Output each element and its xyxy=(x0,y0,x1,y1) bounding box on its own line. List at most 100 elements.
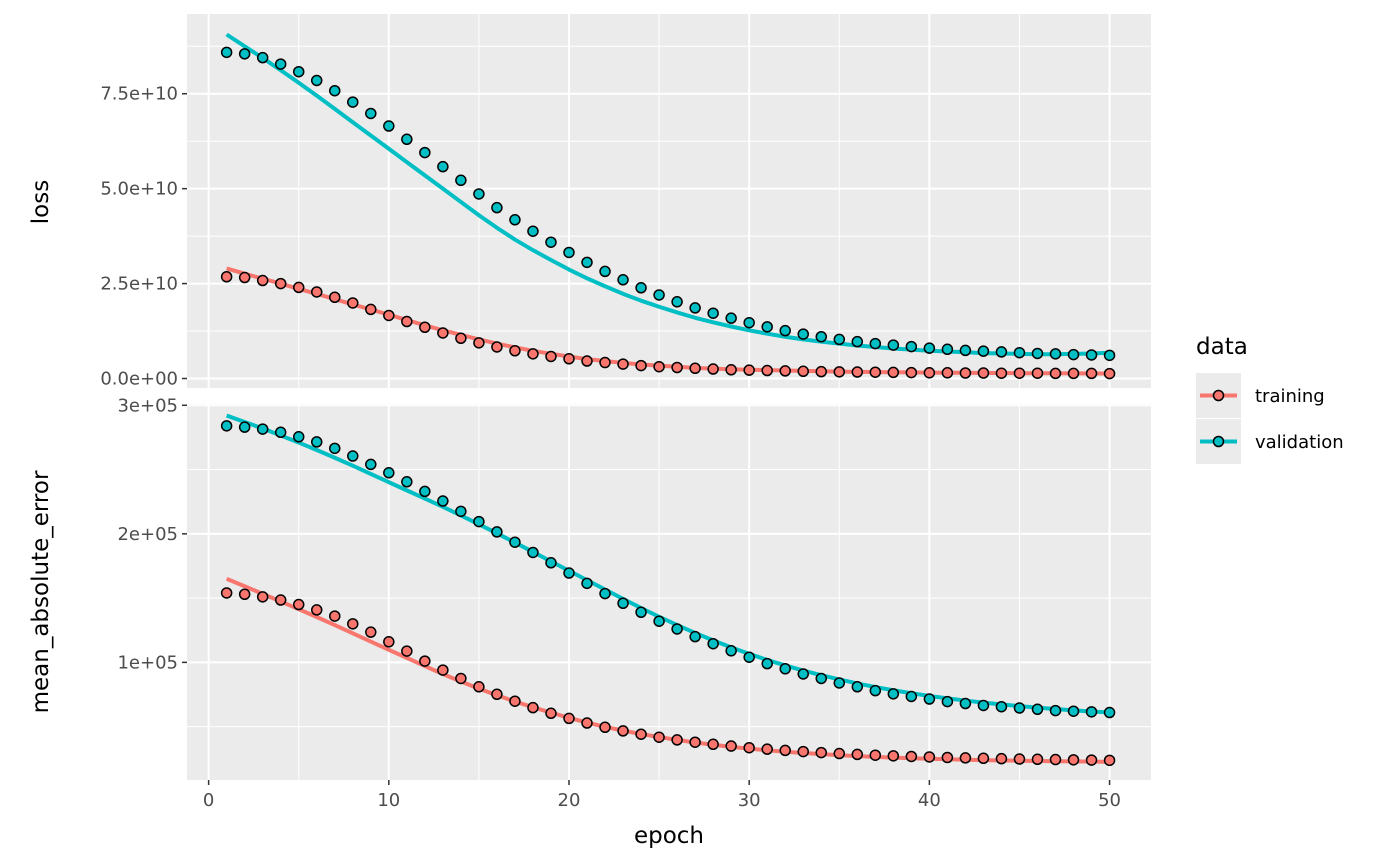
y-tick-label: 0.0e+00 xyxy=(100,369,178,390)
x-axis-title: epoch xyxy=(634,823,704,849)
panel-background xyxy=(187,14,1151,388)
training-point xyxy=(545,350,557,363)
training-point xyxy=(238,271,251,284)
validation-point xyxy=(509,214,521,226)
training-point xyxy=(653,731,665,743)
training-point xyxy=(995,752,1008,765)
x-tick-label: 0 xyxy=(203,790,214,811)
training-point xyxy=(743,364,755,376)
validation-point xyxy=(923,342,936,354)
training-point xyxy=(473,681,485,693)
validation-point xyxy=(238,48,251,60)
validation-point xyxy=(1067,705,1080,717)
training-point xyxy=(599,356,611,369)
validation-point xyxy=(310,436,323,448)
training-point xyxy=(959,367,972,379)
validation-point xyxy=(707,637,719,650)
validation-point xyxy=(1103,349,1116,362)
validation-point xyxy=(347,96,359,108)
legend-label-validation: validation xyxy=(1255,432,1344,453)
validation-point xyxy=(274,426,287,439)
training-point xyxy=(833,747,846,760)
training-point xyxy=(815,365,828,378)
training-point xyxy=(256,274,269,287)
validation-point xyxy=(689,630,701,643)
training-point xyxy=(725,364,737,376)
y-tick-label: 3e+05 xyxy=(117,395,178,416)
training-point xyxy=(869,366,882,378)
training-point xyxy=(599,721,611,734)
validation-point xyxy=(256,423,269,435)
validation-point xyxy=(725,312,737,324)
training-point xyxy=(797,745,809,758)
validation-point xyxy=(274,58,287,70)
training-point xyxy=(1103,754,1116,767)
legend-title: data xyxy=(1196,334,1248,360)
training-point xyxy=(923,751,936,763)
legend-key-training-point xyxy=(1212,389,1225,402)
validation-point xyxy=(887,688,900,700)
training-point xyxy=(671,734,683,746)
training-point xyxy=(941,751,954,764)
validation-point xyxy=(635,606,647,618)
training-point xyxy=(365,626,377,638)
validation-point xyxy=(599,265,611,278)
training-point xyxy=(310,604,323,616)
training-point xyxy=(905,750,918,763)
validation-point xyxy=(437,160,449,173)
validation-point xyxy=(256,51,269,64)
training-point xyxy=(887,366,900,379)
validation-point xyxy=(851,335,864,348)
training-point xyxy=(527,701,539,714)
y-tick-label: 7.5e+10 xyxy=(100,84,178,105)
x-tick-label: 20 xyxy=(558,790,581,811)
validation-point xyxy=(959,344,972,357)
validation-point xyxy=(292,431,305,443)
training-point xyxy=(437,664,449,676)
training-point xyxy=(347,618,359,630)
validation-point xyxy=(1013,346,1026,359)
panel-background xyxy=(187,404,1151,780)
validation-point xyxy=(437,495,449,507)
y-tick-label: 2e+05 xyxy=(117,524,178,545)
validation-point xyxy=(653,615,665,627)
validation-point xyxy=(761,657,773,670)
training-point xyxy=(869,749,882,761)
loss-panel: 0.0e+00 2.5e+10 5.0e+10 7.5e+10 xyxy=(100,14,1151,390)
validation-point xyxy=(347,450,359,462)
y-tick-label: 1e+05 xyxy=(117,652,178,673)
training-point xyxy=(256,591,269,603)
training-point xyxy=(905,366,918,379)
training-point xyxy=(689,736,701,748)
validation-point xyxy=(995,700,1008,713)
training-point xyxy=(689,362,701,375)
training-point xyxy=(545,707,557,720)
validation-point xyxy=(779,324,791,337)
training-point xyxy=(310,286,323,298)
validation-point xyxy=(365,458,377,471)
training-point xyxy=(995,367,1008,379)
validation-point xyxy=(1031,703,1044,716)
training-point xyxy=(491,341,503,353)
training-point xyxy=(941,367,954,379)
training-point xyxy=(292,598,305,611)
training-point xyxy=(977,367,990,379)
training-point xyxy=(419,655,431,667)
validation-point xyxy=(671,296,683,308)
validation-point xyxy=(743,651,755,663)
training-point xyxy=(455,332,467,345)
validation-point xyxy=(563,246,575,259)
validation-point xyxy=(401,476,413,488)
training-point xyxy=(274,277,287,290)
validation-point xyxy=(1067,348,1080,361)
validation-point xyxy=(617,597,629,609)
validation-point xyxy=(419,146,431,159)
validation-point xyxy=(869,337,882,350)
legend-key-validation-point xyxy=(1212,435,1225,448)
training-point xyxy=(401,315,413,328)
training-point xyxy=(779,365,791,377)
validation-point xyxy=(455,505,467,518)
x-tick-label: 30 xyxy=(738,790,761,811)
training-point xyxy=(1067,367,1080,380)
validation-point xyxy=(527,225,539,237)
